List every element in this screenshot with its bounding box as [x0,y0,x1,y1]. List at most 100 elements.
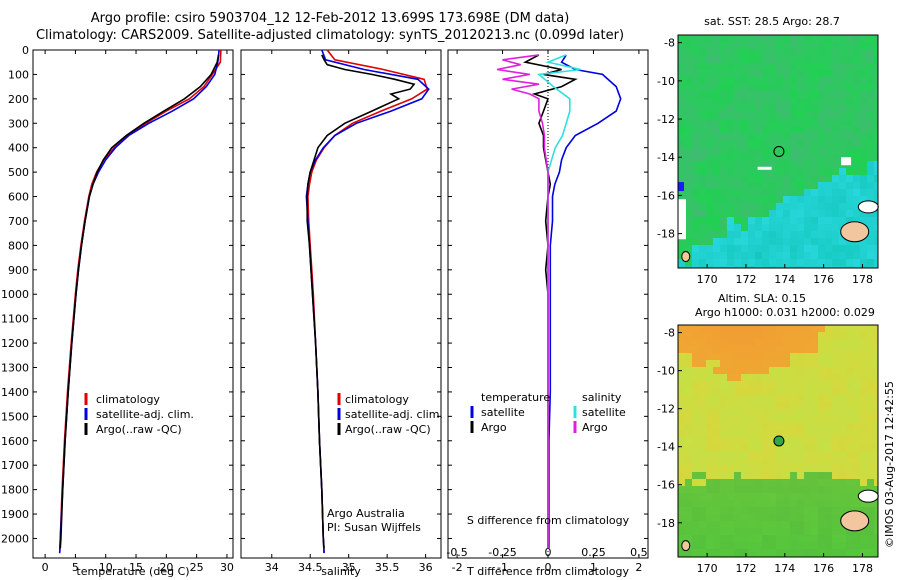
map-cell [734,210,741,217]
map-cell [748,430,755,437]
map-cell [713,500,720,507]
map-cell [741,259,748,266]
map-cell [741,175,748,182]
map-cell [678,245,685,252]
legend-label-temp-argo: Argo [481,421,507,434]
map-cell [832,500,839,507]
map-cell [755,465,762,472]
map-cell [832,119,839,126]
map-cell [769,238,776,245]
map-cell [867,259,874,266]
x-tick-label: 35 [342,561,356,574]
map-cell [713,395,720,402]
map-cell [804,49,811,56]
map-cell [678,353,685,360]
map-cell [685,430,692,437]
map-y-tick-label: -12 [657,403,675,416]
map-cell [713,119,720,126]
map-cell [839,49,846,56]
map-cell [692,430,699,437]
map-cell [706,388,713,395]
map-x-tick-label: 170 [697,562,718,575]
map-cell [720,119,727,126]
x-tick-label: -1 [497,561,508,574]
map-cell [860,409,867,416]
map-cell [685,77,692,84]
map-cell [867,500,874,507]
map-cell [692,514,699,521]
map-cell [776,409,783,416]
map-cell [685,84,692,91]
map-cell [678,500,685,507]
map-cell [699,346,706,353]
map-cell [846,189,853,196]
map-cell [846,252,853,259]
map-cell [825,514,832,521]
map-cell [713,521,720,528]
map-cell [748,210,755,217]
map-cell [748,196,755,203]
map-cell [720,203,727,210]
map-cell [776,238,783,245]
map-cell [853,500,860,507]
map-cell [783,416,790,423]
map-cell [797,416,804,423]
map-cell [790,63,797,70]
map-cell [692,458,699,465]
map-cell [755,154,762,161]
map-cell [685,203,692,210]
map-cell [832,444,839,451]
map-cell [685,147,692,154]
salinity-axes-frame [240,49,442,559]
map-cell [720,35,727,42]
map-cell [692,465,699,472]
map-cell [832,168,839,175]
map-cell [839,189,846,196]
map-cell [790,175,797,182]
map-cell [685,210,692,217]
map-cell [762,521,769,528]
map-cell [748,325,755,332]
map-cell [713,332,720,339]
map-cell [720,259,727,266]
map-cell [832,486,839,493]
map-cell [692,189,699,196]
map-cell [734,84,741,91]
map-cell [839,437,846,444]
map-cell [811,49,818,56]
map-cell [818,535,825,542]
map-cell [867,42,874,49]
map-cell [713,84,720,91]
map-cell [776,339,783,346]
map-cell [678,42,685,49]
map-cell [818,381,825,388]
map-cell [699,105,706,112]
map-cell [713,238,720,245]
map-cell [755,245,762,252]
map-cell [839,133,846,140]
map-cell [811,84,818,91]
map-cell [706,105,713,112]
map-cell [860,542,867,549]
map-cell [853,112,860,119]
map-cell [846,528,853,535]
map-cell [811,147,818,154]
map-cell [818,56,825,63]
x-tick-label: 20 [159,561,173,574]
map-cell [818,444,825,451]
map-cell [839,486,846,493]
sst-argo-marker [773,145,785,157]
map-cell [797,402,804,409]
map-cell [678,451,685,458]
map-cell [776,549,783,556]
map-cell [818,217,825,224]
map-cell [790,458,797,465]
map-cell [860,238,867,245]
map-cell [692,259,699,266]
y-tick-label: 2000 [1,532,29,545]
map-cell [832,140,839,147]
map-cell [853,105,860,112]
map-cell [727,332,734,339]
map-cell [867,479,874,486]
map-cell [762,437,769,444]
